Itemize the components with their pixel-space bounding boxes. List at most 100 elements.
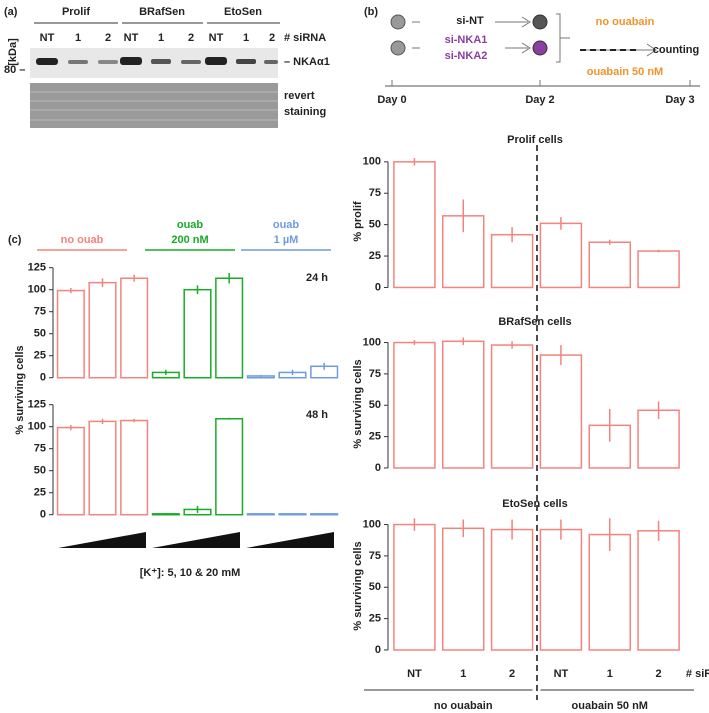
- bar: [588, 533, 632, 651]
- y-tick-label: 50: [369, 581, 381, 593]
- bar: [490, 528, 534, 651]
- bar: [539, 354, 583, 469]
- y-tick-label: 50: [34, 328, 46, 340]
- dish: [390, 40, 406, 56]
- chart-title: BRafSen cells: [498, 316, 571, 328]
- y-tick-label: 100: [363, 518, 381, 530]
- stain-label: revert: [284, 90, 315, 102]
- bar: [183, 288, 212, 379]
- bar: [393, 161, 436, 289]
- bar: [393, 523, 436, 651]
- panel-label: (c): [8, 234, 22, 246]
- lane-label: 1: [158, 32, 164, 44]
- x-axis-label: # siRNA: [686, 668, 709, 680]
- day: Day 2: [525, 94, 554, 106]
- x-tick-label: NT: [407, 668, 422, 680]
- dish: [532, 14, 548, 30]
- group-label: ouab: [177, 219, 204, 231]
- y-tick-label: 100: [363, 336, 381, 348]
- dish: [390, 14, 406, 30]
- y-tick-label: 25: [34, 350, 46, 362]
- lane-label: NT: [40, 32, 55, 44]
- lane-label: 2: [105, 32, 111, 44]
- group-label: ouab: [273, 219, 300, 231]
- y-tick-label: 75: [369, 550, 381, 562]
- bar: [539, 528, 583, 651]
- chart-title: Prolif cells: [507, 134, 563, 146]
- dish: [532, 40, 548, 56]
- y-tick-label: 125: [28, 399, 46, 411]
- bar: [637, 250, 680, 289]
- lane-label: NT: [124, 32, 139, 44]
- bar: [215, 418, 244, 516]
- lane-label: 1: [243, 32, 249, 44]
- y-tick-label: 50: [34, 465, 46, 477]
- lane-label: 2: [269, 32, 275, 44]
- y-tick-label: 0: [40, 509, 46, 521]
- x-tick-label: NT: [554, 668, 569, 680]
- bar: [441, 527, 485, 651]
- y-tick-label: 0: [375, 281, 381, 293]
- group-label: BRafSen: [139, 6, 185, 18]
- lane-label: 1: [75, 32, 81, 44]
- y-axis-label: % surviving cells: [352, 359, 364, 448]
- bar: [120, 419, 149, 516]
- y-tick-label: 100: [363, 156, 381, 168]
- group-label: ouabain 50 nM: [572, 700, 648, 712]
- band-label: – NKAα1: [284, 56, 330, 68]
- y-tick-label: 25: [369, 613, 381, 625]
- y-axis-label: % surviving cells: [352, 541, 364, 630]
- bar: [88, 420, 117, 516]
- bar: [393, 341, 436, 469]
- day: Day 3: [665, 94, 694, 106]
- y-tick-label: 75: [34, 306, 46, 318]
- lane-title: # siRNA: [284, 32, 326, 44]
- y-tick-label: 100: [28, 421, 46, 433]
- arrows: [385, 13, 700, 87]
- unit: [kDa]: [7, 38, 19, 66]
- bar: [637, 530, 680, 651]
- annotation: 48 h: [306, 409, 328, 421]
- condition: ouabain 50 nM: [587, 66, 663, 78]
- bar: [88, 281, 117, 379]
- y-axis-label: % prolif: [352, 201, 364, 242]
- panel-label: (b): [364, 6, 378, 18]
- bar: [539, 222, 583, 289]
- chart-title: EtoSen cells: [502, 498, 567, 510]
- y-tick-label: 50: [369, 219, 381, 231]
- bands: [36, 57, 278, 65]
- bar: [215, 277, 244, 379]
- lane-label: NT: [209, 32, 224, 44]
- y-tick-label: 0: [375, 644, 381, 656]
- wedges: [58, 532, 334, 548]
- y-tick-label: 125: [28, 262, 46, 274]
- bar: [490, 344, 534, 469]
- panel-label: (a): [4, 6, 18, 18]
- y-tick-label: 50: [369, 399, 381, 411]
- si-label: si-NKA2: [445, 50, 488, 62]
- annotation: 24 h: [306, 272, 328, 284]
- y-tick-label: 25: [369, 431, 381, 443]
- stain-lines: [30, 91, 278, 121]
- y-tick-label: 25: [369, 250, 381, 262]
- x-tick-label: 2: [656, 668, 662, 680]
- x-tick-label: 2: [509, 668, 515, 680]
- y-tick-label: 0: [40, 372, 46, 384]
- stain-label: staining: [284, 106, 326, 118]
- y-tick-label: 75: [34, 443, 46, 455]
- bar: [588, 241, 632, 289]
- group-label: no ouab: [61, 234, 104, 246]
- y-tick-label: 0: [375, 462, 381, 474]
- si-label: si-NKA1: [445, 34, 488, 46]
- marker: 80 –: [4, 64, 25, 76]
- bar: [56, 289, 85, 379]
- y-tick-label: 75: [369, 368, 381, 380]
- blot-stain: [30, 83, 278, 128]
- bar: [490, 233, 534, 289]
- group-label: Prolif: [62, 6, 90, 18]
- end-step: counting: [653, 44, 699, 56]
- group-label: EtoSen: [224, 6, 262, 18]
- y-tick-label: 25: [34, 487, 46, 499]
- group-label: 200 nM: [171, 234, 208, 246]
